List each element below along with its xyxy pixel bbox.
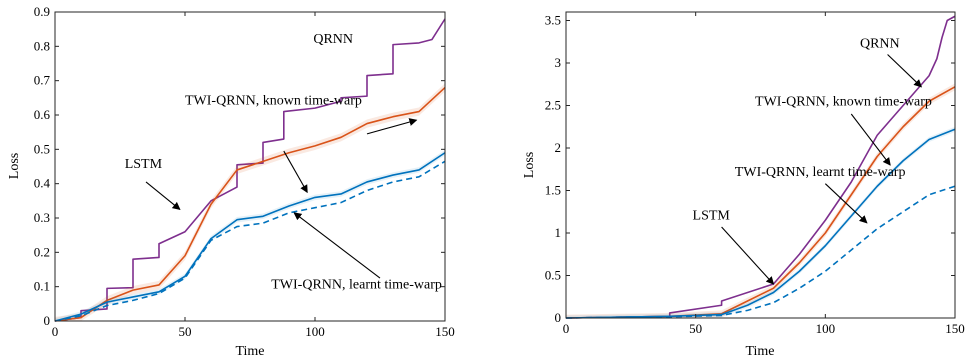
series-line-lstm xyxy=(565,185,956,319)
x-tick-label: 100 xyxy=(305,324,325,339)
annotation-group-left: QRNN TWI-QRNN, known time-warp LSTM TWI-… xyxy=(125,32,442,292)
plot-area-left xyxy=(55,12,445,321)
x-tick-label: 0 xyxy=(52,324,59,339)
y-tick-label: 0.5 xyxy=(545,268,561,283)
series-line-twi-learnt xyxy=(54,152,446,322)
y-tick-label: 0.8 xyxy=(34,38,50,53)
axes-box-left xyxy=(54,11,446,322)
x-axis-label-right: Time xyxy=(745,344,774,359)
y-tick-label: 0 xyxy=(555,310,562,325)
y-tick-label: 0.3 xyxy=(34,210,50,225)
y-tick-label: 0.4 xyxy=(34,176,51,191)
x-tick-label: 50 xyxy=(689,321,702,336)
annotation-twi-known-right: TWI-QRNN, known time-warp xyxy=(755,95,932,110)
y-tick-label: 0.1 xyxy=(34,279,50,294)
chart-left: QRNN TWI-QRNN, known time-warp LSTM TWI-… xyxy=(7,4,455,359)
series-line-twi-known xyxy=(54,86,446,322)
annotation-arrow xyxy=(283,150,308,194)
axes-box-right xyxy=(565,11,956,319)
series-line-lstm xyxy=(54,160,446,322)
annotation-group-right: QRNN TWI-QRNN, known time-warp TWI-QRNN,… xyxy=(693,37,932,285)
series-line-qrnn xyxy=(565,15,956,319)
y-tick-label: 0 xyxy=(44,313,51,328)
annotation-arrow xyxy=(824,183,868,224)
annotation-qrnn-left: QRNN xyxy=(313,32,353,47)
annotation-twi-learnt-left: TWI-QRNN, learnt time-warp xyxy=(271,277,442,292)
annotation-twi-learnt-right: TWI-QRNN, learnt time-warp xyxy=(735,165,906,180)
annotation-arrow xyxy=(366,118,418,135)
y-tick-label: 1.5 xyxy=(545,183,561,198)
annotation-arrow xyxy=(721,226,775,285)
y-tick-label: 0.9 xyxy=(34,4,50,19)
y-tick-label: 2.5 xyxy=(545,98,561,113)
x-tick-label: 100 xyxy=(816,321,836,336)
y-tick-label: 0.2 xyxy=(34,244,50,259)
series-group-left xyxy=(54,18,446,322)
annotation-lstm-left: LSTM xyxy=(125,157,163,172)
series-band-twi-learnt xyxy=(55,150,445,321)
y-tick-label: 1 xyxy=(555,225,562,240)
annotation-twi-known-left: TWI-QRNN, known time-warp xyxy=(185,94,362,109)
y-tick-label: 3 xyxy=(555,55,562,70)
ticks-right: 0 50 100 150 0 0.5 1 1.5 2 2.5 3 3.5 xyxy=(545,12,965,336)
series-line-qrnn xyxy=(54,18,446,322)
annotation-arrow xyxy=(145,181,181,211)
x-axis-label-left: Time xyxy=(235,344,264,359)
annotation-arrow xyxy=(293,212,381,279)
annotation-qrnn-right: QRNN xyxy=(860,37,900,52)
x-tick-label: 0 xyxy=(563,321,570,336)
annotation-lstm-right: LSTM xyxy=(693,208,731,223)
annotation-arrow xyxy=(887,54,923,88)
annotation-arrow xyxy=(850,113,891,166)
x-tick-label: 50 xyxy=(179,324,192,339)
y-tick-label: 0.7 xyxy=(34,73,51,88)
series-group-right xyxy=(565,15,956,319)
x-tick-label: 150 xyxy=(945,321,965,336)
y-tick-label: 2 xyxy=(555,140,562,155)
y-tick-label: 0.5 xyxy=(34,141,50,156)
y-axis-label-right: Loss xyxy=(522,152,537,178)
ticks-left: 0 50 100 150 0 0.1 0.2 0.3 0.4 0.5 0.6 0.7 0.8 0.9 xyxy=(34,4,455,339)
chart-right: QRNN TWI-QRNN, known time-warp TWI-QRNN,… xyxy=(522,11,965,359)
x-tick-label: 150 xyxy=(435,324,455,339)
y-tick-label: 0.6 xyxy=(34,107,51,122)
y-tick-label: 3.5 xyxy=(545,13,561,28)
y-axis-label-left: Loss xyxy=(7,153,22,179)
